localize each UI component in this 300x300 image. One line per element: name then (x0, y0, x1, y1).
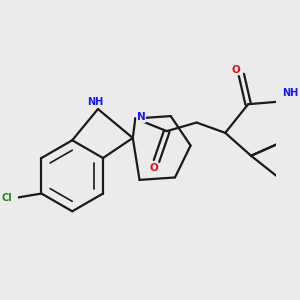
Text: O: O (231, 65, 240, 75)
Text: Cl: Cl (2, 193, 13, 203)
Text: NH: NH (282, 88, 299, 98)
Text: NH: NH (88, 97, 104, 106)
Text: N: N (137, 112, 146, 122)
Text: O: O (150, 164, 159, 173)
